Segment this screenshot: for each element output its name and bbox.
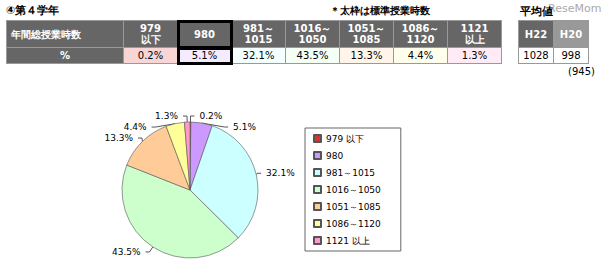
svg-text:4.4%: 4.4% [124, 122, 147, 132]
svg-text:1086～1120: 1086～1120 [326, 219, 381, 229]
html-text:1028: 1028 [523, 50, 549, 61]
html-text:998: 998 [561, 50, 581, 61]
html-text:平均値: 平均値 [520, 5, 553, 18]
html-text:1050: 1050 [298, 34, 327, 45]
svg-text:1.3%: 1.3% [155, 111, 178, 121]
html-text:980: 980 [194, 28, 215, 40]
svg-text:979 以下: 979 以下 [326, 134, 364, 144]
html-text:以上: 以上 [464, 34, 485, 45]
html-text:1121: 1121 [460, 23, 489, 34]
svg-text:1051～1085: 1051～1085 [326, 202, 381, 212]
html-text:1.3%: 1.3% [461, 50, 488, 61]
html-text:43.5%: 43.5% [296, 50, 329, 61]
html-text:ReseMom: ReseMom [548, 2, 602, 15]
svg-text:1016～1050: 1016～1050 [326, 185, 381, 195]
html-text:1051～: 1051～ [347, 23, 386, 34]
svg-text:13.3%: 13.3% [104, 133, 133, 143]
svg-text:1121 以上: 1121 以上 [326, 236, 370, 246]
html-text:32.1%: 32.1% [242, 50, 275, 61]
svg-text:32.1%: 32.1% [266, 168, 295, 178]
html-text:1085: 1085 [352, 34, 381, 45]
html-text:＊太枠は標準授業時数: ＊太枠は標準授業時数 [330, 5, 430, 16]
svg-text:0.2%: 0.2% [199, 111, 222, 121]
html-text:年間総授業時数: 年間総授業時数 [11, 28, 81, 40]
svg-text:43.5%: 43.5% [112, 247, 141, 257]
html-text:H22: H22 [524, 28, 548, 40]
html-text:13.3%: 13.3% [350, 50, 383, 61]
html-text:4.4%: 4.4% [407, 50, 434, 61]
html-text:0.2%: 0.2% [137, 50, 164, 61]
html-text:1015: 1015 [244, 34, 273, 45]
html-text:1016～: 1016～ [293, 23, 332, 34]
svg-text:5.1%: 5.1% [233, 122, 256, 132]
html-text:1086～: 1086～ [401, 23, 440, 34]
html-text:5.1%: 5.1% [191, 50, 218, 61]
html-text:981～: 981～ [243, 23, 274, 34]
svg-text:980: 980 [326, 151, 343, 161]
html-text:1120: 1120 [406, 34, 435, 45]
html-text:④第４学年: ④第４学年 [6, 4, 60, 17]
html-text:以下: 以下 [140, 34, 161, 45]
html-text:(945): (945) [568, 66, 595, 77]
html-text:H20: H20 [559, 28, 583, 40]
html-text:979: 979 [140, 23, 161, 34]
svg-text:981～1015: 981～1015 [326, 168, 375, 178]
